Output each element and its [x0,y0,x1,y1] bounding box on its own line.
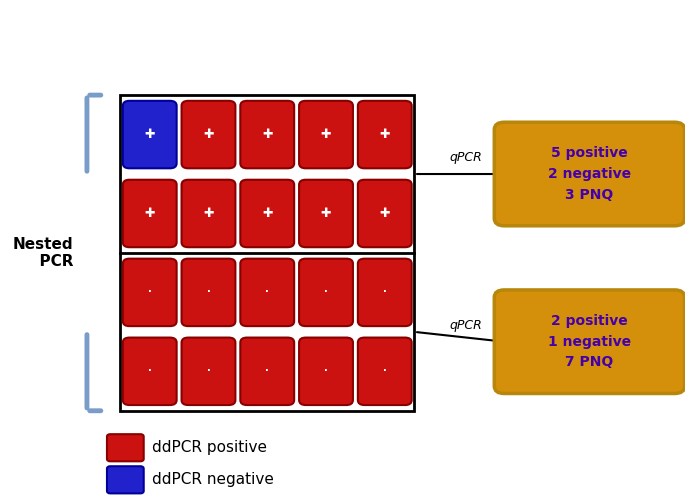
FancyBboxPatch shape [495,122,685,226]
FancyBboxPatch shape [240,338,294,405]
Text: ·: · [148,287,152,298]
Text: Nested
  PCR: Nested PCR [13,237,73,269]
Text: ✚: ✚ [145,128,155,141]
FancyBboxPatch shape [123,258,176,326]
Text: ·: · [206,287,211,298]
FancyBboxPatch shape [246,342,288,400]
FancyBboxPatch shape [188,263,229,321]
FancyBboxPatch shape [182,258,235,326]
Text: ·: · [383,287,387,298]
Text: ·: · [148,367,152,376]
FancyBboxPatch shape [182,338,235,405]
FancyBboxPatch shape [364,185,405,243]
FancyBboxPatch shape [358,101,412,168]
FancyBboxPatch shape [364,342,405,400]
FancyBboxPatch shape [364,105,405,164]
Text: ✚: ✚ [321,207,331,220]
FancyBboxPatch shape [305,185,346,243]
Text: ✚: ✚ [262,128,272,141]
Text: ·: · [265,367,269,376]
FancyBboxPatch shape [129,263,170,321]
FancyBboxPatch shape [305,263,346,321]
Text: ✚: ✚ [321,128,331,141]
Text: ddPCR positive: ddPCR positive [152,440,268,455]
FancyBboxPatch shape [299,101,353,168]
FancyBboxPatch shape [246,185,288,243]
FancyBboxPatch shape [188,185,229,243]
Text: ddPCR negative: ddPCR negative [152,472,274,487]
Text: qPCR: qPCR [449,319,482,332]
FancyBboxPatch shape [299,258,353,326]
FancyBboxPatch shape [358,338,412,405]
Text: ✚: ✚ [262,207,272,220]
FancyBboxPatch shape [107,434,143,461]
Text: ✚: ✚ [379,207,390,220]
Text: ·: · [324,367,328,376]
FancyBboxPatch shape [246,105,288,164]
FancyBboxPatch shape [182,180,235,247]
FancyBboxPatch shape [299,180,353,247]
FancyBboxPatch shape [299,338,353,405]
FancyBboxPatch shape [107,466,143,494]
Text: ·: · [383,367,387,376]
FancyBboxPatch shape [129,342,170,400]
FancyBboxPatch shape [188,342,229,400]
FancyBboxPatch shape [495,290,685,393]
FancyBboxPatch shape [364,263,405,321]
FancyBboxPatch shape [129,185,170,243]
FancyBboxPatch shape [305,105,346,164]
FancyBboxPatch shape [123,101,176,168]
Text: ·: · [324,287,328,298]
FancyBboxPatch shape [129,105,170,164]
Text: ✚: ✚ [203,207,214,220]
FancyBboxPatch shape [358,258,412,326]
FancyBboxPatch shape [240,180,294,247]
FancyBboxPatch shape [246,263,288,321]
FancyBboxPatch shape [188,105,229,164]
Text: ✚: ✚ [203,128,214,141]
Text: ✚: ✚ [379,128,390,141]
FancyBboxPatch shape [358,180,412,247]
Text: ·: · [206,367,211,376]
FancyBboxPatch shape [182,101,235,168]
Text: qPCR: qPCR [449,151,482,164]
FancyBboxPatch shape [123,338,176,405]
Text: 5 positive
2 negative
3 PNQ: 5 positive 2 negative 3 PNQ [548,146,631,201]
FancyBboxPatch shape [240,101,294,168]
FancyBboxPatch shape [120,95,414,411]
FancyBboxPatch shape [240,258,294,326]
Text: ✚: ✚ [145,207,155,220]
FancyBboxPatch shape [123,180,176,247]
Text: ·: · [265,287,269,298]
Text: 2 positive
1 negative
7 PNQ: 2 positive 1 negative 7 PNQ [548,314,631,370]
FancyBboxPatch shape [305,342,346,400]
